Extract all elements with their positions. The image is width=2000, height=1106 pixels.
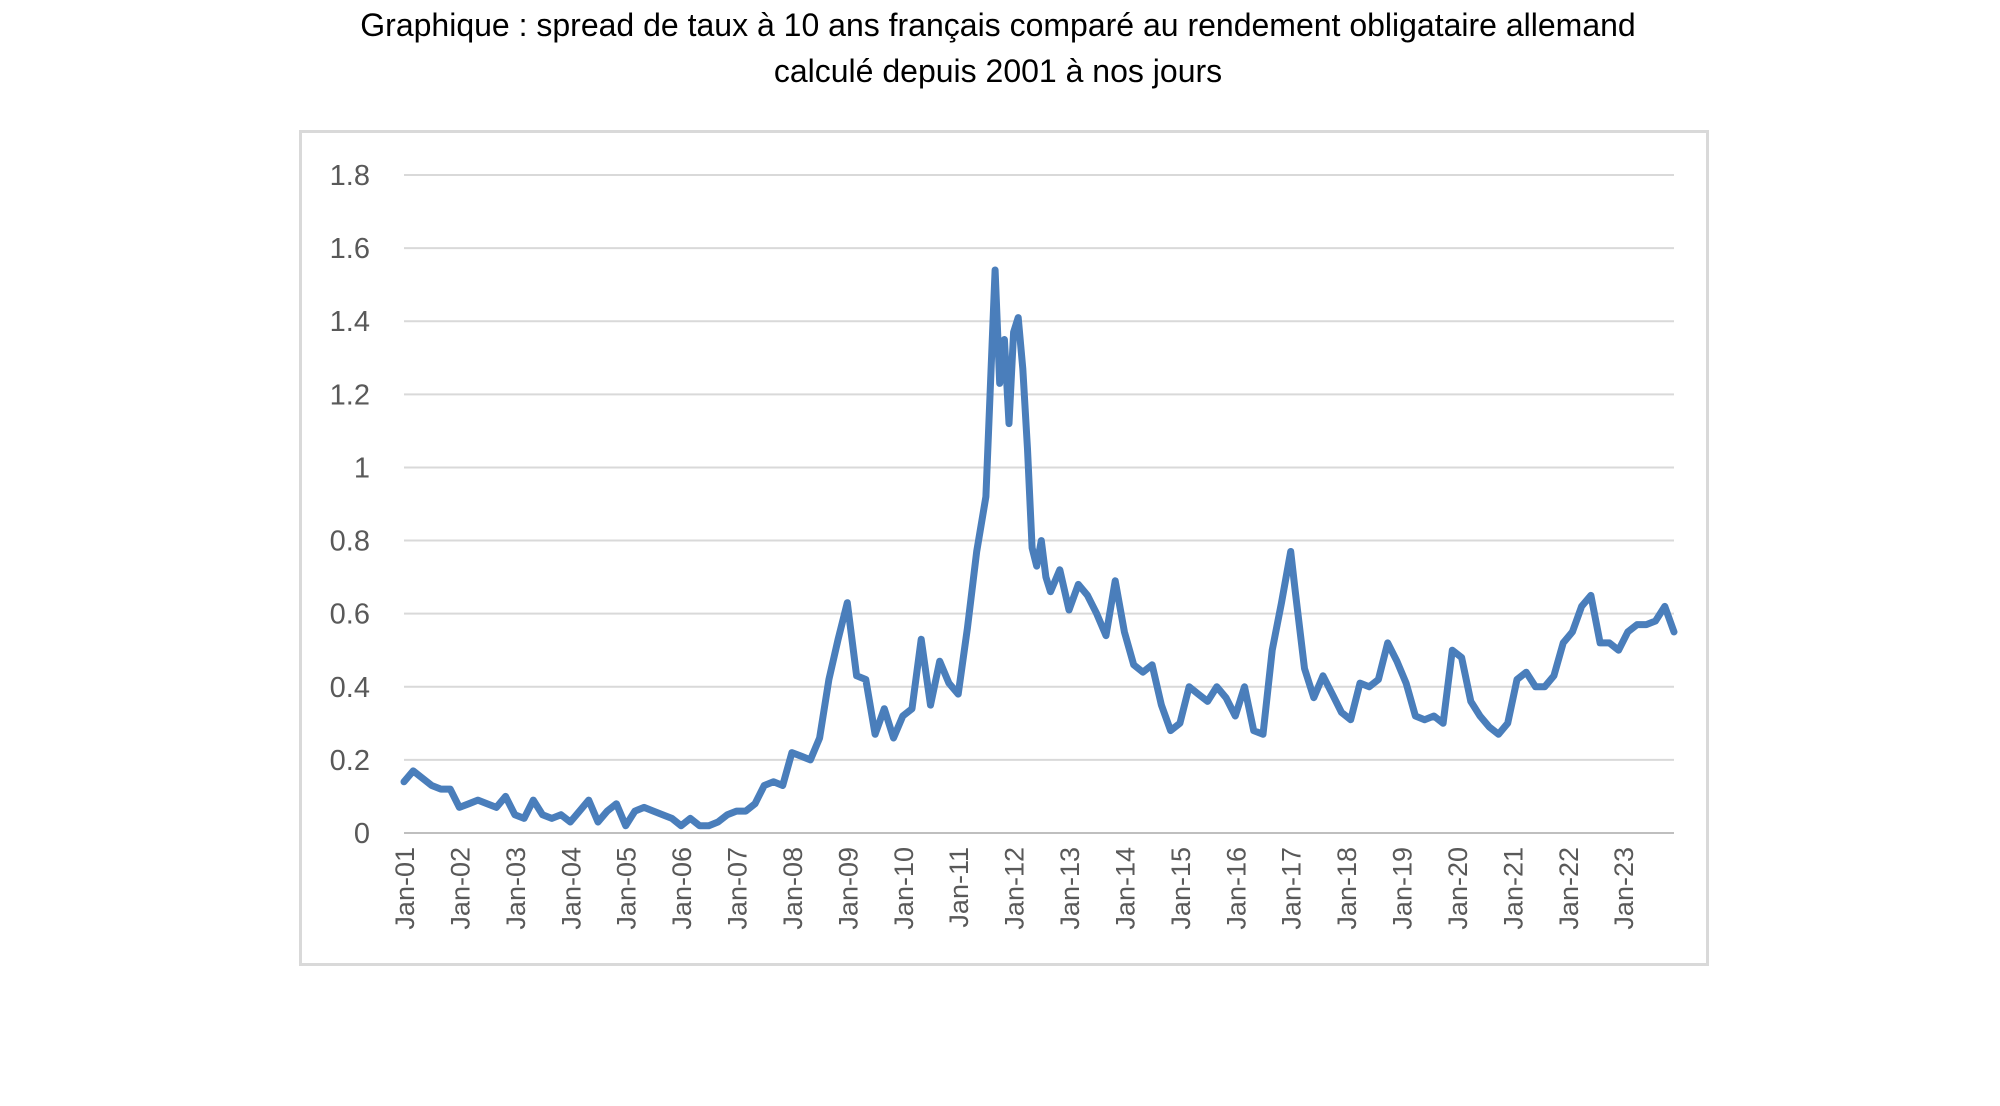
- y-tick-label: 0.6: [330, 599, 370, 631]
- x-tick-label: Jan-13: [1055, 847, 1085, 930]
- series-line: [400, 266, 1678, 830]
- x-tick-label: Jan-22: [1554, 847, 1584, 930]
- y-tick-label: 1.2: [330, 379, 370, 411]
- y-tick-label: 0.8: [330, 526, 370, 558]
- y-tick-label: 0.2: [330, 745, 370, 777]
- x-tick-label: Jan-09: [833, 847, 863, 930]
- y-tick-label: 0: [354, 818, 370, 850]
- y-tick-label: 1.8: [330, 160, 370, 192]
- x-tick-label: Jan-12: [1000, 847, 1030, 930]
- x-tick-label: Jan-20: [1443, 847, 1473, 930]
- x-tick-label: Jan-19: [1388, 847, 1418, 930]
- chart-title: Graphique : spread de taux à 10 ans fran…: [0, 2, 1996, 94]
- x-tick-label: Jan-04: [556, 847, 586, 930]
- x-tick-label: Jan-23: [1609, 847, 1639, 930]
- y-tick-label: 0.4: [330, 672, 370, 704]
- y-tick-label: 1.6: [330, 233, 370, 265]
- x-tick-label: Jan-03: [501, 847, 531, 930]
- x-tick-label: Jan-01: [390, 847, 420, 930]
- x-tick-label: Jan-15: [1166, 847, 1196, 930]
- x-tick-label: Jan-06: [667, 847, 697, 930]
- x-tick-label: Jan-08: [778, 847, 808, 930]
- x-tick-label: Jan-14: [1110, 847, 1140, 930]
- chart-frame: 0 0.2 0.4 0.6 0.8 1 1.2 1.4 1.6 1.8 Jan-01 Jan-02 Ja…: [299, 130, 1709, 966]
- x-tick-label: Jan-07: [723, 847, 753, 930]
- y-tick-label: 1.4: [330, 306, 370, 338]
- x-tick-label: Jan-16: [1221, 847, 1251, 930]
- chart-title-line-1: Graphique : spread de taux à 10 ans fran…: [360, 7, 1636, 43]
- line-chart: 0 0.2 0.4 0.6 0.8 1 1.2 1.4 1.6 1.8 Jan-01 Jan-02 Ja…: [330, 160, 1678, 930]
- x-tick-label: Jan-17: [1277, 847, 1307, 930]
- x-tick-label: Jan-05: [612, 847, 642, 930]
- x-tick-label: Jan-18: [1332, 847, 1362, 930]
- chart-title-line-2: calculé depuis 2001 à nos jours: [773, 53, 1223, 89]
- y-tick-label: 1: [354, 452, 370, 484]
- x-tick-label: Jan-21: [1498, 847, 1528, 930]
- x-tick-label: Jan-02: [445, 847, 475, 930]
- x-tick-label: Jan-10: [889, 847, 919, 930]
- x-tick-label: Jan-11: [944, 847, 974, 928]
